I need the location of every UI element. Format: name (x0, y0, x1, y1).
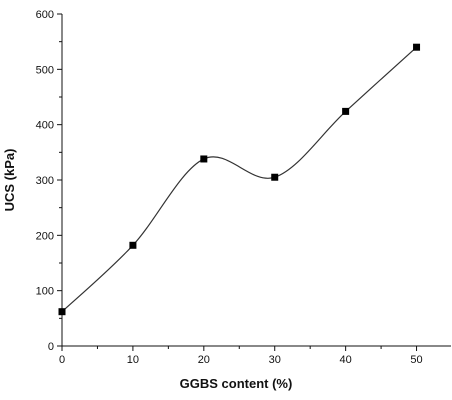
x-tick-label: 50 (410, 354, 422, 366)
data-point (413, 43, 421, 51)
y-tick-label: 600 (36, 9, 54, 21)
y-tick-label: 400 (36, 120, 54, 132)
y-tick-label: 500 (36, 64, 54, 76)
axes (61, 14, 451, 347)
y-tick-label: 200 (36, 230, 54, 242)
x-axis-title: GGBS content (%) (180, 376, 293, 391)
markers (58, 43, 421, 316)
x-tick-label: 20 (198, 354, 210, 366)
data-point (129, 241, 137, 249)
x-tick-label: 0 (59, 354, 65, 366)
data-point (58, 308, 66, 316)
data-point (200, 155, 208, 163)
y-axis-title: UCS (kPa) (2, 149, 17, 212)
curve-layer (61, 46, 417, 313)
x-tick-label: 40 (340, 354, 352, 366)
x-tick-label: 10 (127, 354, 139, 366)
data-point (342, 107, 350, 115)
y-tick-label: 0 (48, 341, 54, 353)
y-tick-label: 300 (36, 175, 54, 187)
data-point (271, 173, 279, 181)
series-line (61, 46, 417, 313)
x-tick-label: 30 (269, 354, 281, 366)
y-tick-label: 100 (36, 286, 54, 298)
